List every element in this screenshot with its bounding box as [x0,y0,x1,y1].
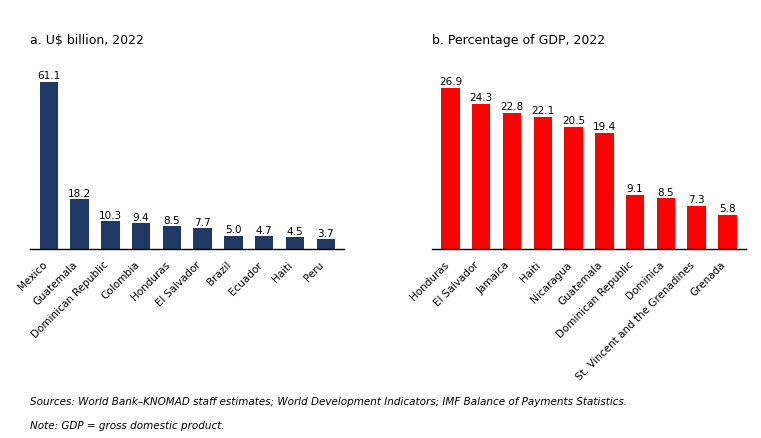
Bar [163,226,181,250]
Text: a. U$ billion, 2022: a. U$ billion, 2022 [30,34,145,47]
Text: 10.3: 10.3 [99,210,122,220]
Text: 4.7: 4.7 [256,226,272,236]
Bar [657,199,675,250]
Text: 19.4: 19.4 [593,122,616,132]
Text: 5.8: 5.8 [719,203,736,213]
Text: 5.0: 5.0 [225,225,242,235]
Text: 8.5: 8.5 [658,187,674,197]
Bar [132,224,151,250]
Bar [101,222,119,250]
Text: Sources: World Bank–KNOMAD staff estimates; World Development Indicators; IMF Ba: Sources: World Bank–KNOMAD staff estimat… [30,396,628,406]
Text: 26.9: 26.9 [439,77,462,87]
Text: b. Percentage of GDP, 2022: b. Percentage of GDP, 2022 [432,34,605,47]
Bar [503,113,521,250]
Bar [718,215,737,250]
Bar [626,195,645,250]
Bar [533,118,552,250]
Bar [255,237,273,250]
Bar [565,127,583,250]
Bar [317,240,335,250]
Text: 9.1: 9.1 [627,184,643,194]
Text: 22.1: 22.1 [531,106,555,116]
Text: Note: GDP = gross domestic product.: Note: GDP = gross domestic product. [30,420,225,431]
Text: 18.2: 18.2 [68,188,91,198]
Text: 7.7: 7.7 [194,217,211,227]
Text: 24.3: 24.3 [470,93,493,103]
Text: 61.1: 61.1 [37,71,61,81]
Bar [595,134,613,250]
Text: 9.4: 9.4 [133,212,149,223]
Text: 7.3: 7.3 [688,194,705,204]
Bar [285,237,304,250]
Text: 4.5: 4.5 [287,226,304,236]
Bar [224,236,243,250]
Bar [40,82,58,250]
Bar [441,89,460,250]
Text: 20.5: 20.5 [562,116,585,125]
Bar [472,105,491,250]
Bar [193,229,212,250]
Bar [687,206,705,250]
Text: 22.8: 22.8 [501,102,524,112]
Bar [71,200,89,250]
Text: 3.7: 3.7 [317,228,334,238]
Text: 8.5: 8.5 [164,215,180,225]
